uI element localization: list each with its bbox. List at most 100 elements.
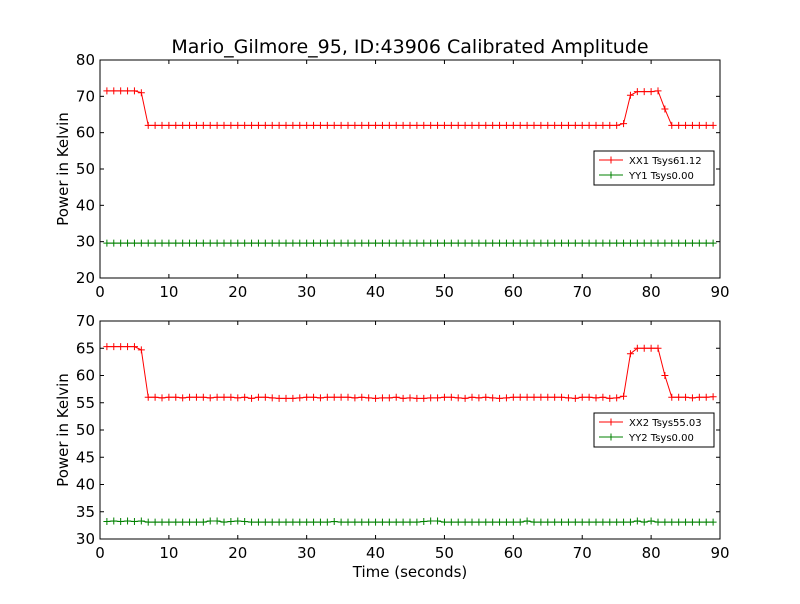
- data-point: [502, 121, 510, 129]
- data-point: [213, 239, 221, 247]
- data-point: [571, 121, 579, 129]
- legend-label: YY1 Tsys0.00: [628, 171, 694, 182]
- data-point: [461, 518, 469, 526]
- data-point: [654, 344, 662, 352]
- data-point: [144, 393, 152, 401]
- y-tick-label: 40: [76, 196, 95, 214]
- data-point: [103, 518, 111, 526]
- data-point: [496, 121, 504, 129]
- x-tick-label: 70: [573, 283, 592, 301]
- data-point: [316, 121, 324, 129]
- data-point: [454, 121, 462, 129]
- data-point: [695, 518, 703, 526]
- data-point: [392, 121, 400, 129]
- data-point: [406, 239, 414, 247]
- data-point: [158, 121, 166, 129]
- data-point: [199, 239, 207, 247]
- data-point: [420, 121, 428, 129]
- data-point: [137, 239, 145, 247]
- data-point: [227, 393, 235, 401]
- data-point: [144, 518, 152, 526]
- data-point: [103, 87, 111, 95]
- data-point: [578, 393, 586, 401]
- data-point: [613, 518, 621, 526]
- data-point: [509, 393, 517, 401]
- data-point: [668, 239, 676, 247]
- data-point: [592, 121, 600, 129]
- data-point: [633, 239, 641, 247]
- data-point: [537, 121, 545, 129]
- data-point: [537, 239, 545, 247]
- data-point: [206, 517, 214, 525]
- data-point: [599, 239, 607, 247]
- data-point: [124, 517, 132, 525]
- legend-marker: [607, 156, 615, 164]
- data-point: [489, 121, 497, 129]
- data-point: [454, 518, 462, 526]
- x-tick-label: 60: [504, 544, 523, 562]
- x-tick-label: 30: [297, 283, 316, 301]
- data-point: [523, 121, 531, 129]
- data-point: [268, 121, 276, 129]
- x-tick-label: 30: [297, 544, 316, 562]
- data-point: [578, 239, 586, 247]
- data-point: [654, 518, 662, 526]
- data-point: [351, 121, 359, 129]
- x-tick-label: 40: [366, 544, 385, 562]
- data-point: [303, 518, 311, 526]
- data-point: [199, 121, 207, 129]
- data-point: [530, 121, 538, 129]
- data-point: [695, 239, 703, 247]
- data-point: [282, 394, 290, 402]
- data-point: [564, 518, 572, 526]
- data-point: [130, 239, 138, 247]
- data-point: [688, 239, 696, 247]
- data-point: [392, 393, 400, 401]
- data-point: [137, 346, 145, 354]
- data-point: [323, 518, 331, 526]
- data-point: [544, 393, 552, 401]
- data-point: [186, 121, 194, 129]
- data-point: [165, 393, 173, 401]
- data-point: [296, 239, 304, 247]
- data-point: [654, 87, 662, 95]
- data-point: [475, 518, 483, 526]
- data-point: [613, 394, 621, 402]
- data-point: [213, 517, 221, 525]
- data-point: [330, 239, 338, 247]
- data-point: [282, 121, 290, 129]
- data-point: [682, 239, 690, 247]
- data-point: [261, 121, 269, 129]
- data-point: [330, 121, 338, 129]
- data-point: [682, 121, 690, 129]
- data-point: [633, 344, 641, 352]
- data-point: [413, 518, 421, 526]
- y-tick-label: 40: [76, 476, 95, 494]
- y-tick-label: 50: [76, 160, 95, 178]
- x-tick-label: 0: [95, 283, 105, 301]
- data-point: [310, 121, 318, 129]
- data-point: [385, 121, 393, 129]
- data-point: [124, 343, 132, 351]
- data-point: [482, 518, 490, 526]
- data-point: [702, 393, 710, 401]
- data-point: [523, 393, 531, 401]
- data-point: [509, 121, 517, 129]
- data-point: [165, 239, 173, 247]
- data-point: [192, 393, 200, 401]
- data-point: [310, 393, 318, 401]
- data-point: [110, 343, 118, 351]
- data-point: [585, 393, 593, 401]
- y-tick-label: 45: [76, 448, 95, 466]
- data-point: [613, 239, 621, 247]
- data-point: [468, 239, 476, 247]
- data-point: [551, 239, 559, 247]
- data-point: [640, 88, 648, 96]
- data-point: [296, 121, 304, 129]
- y-tick-label: 50: [76, 421, 95, 439]
- data-point: [241, 393, 249, 401]
- data-point: [186, 393, 194, 401]
- data-point: [344, 121, 352, 129]
- data-point: [220, 518, 228, 526]
